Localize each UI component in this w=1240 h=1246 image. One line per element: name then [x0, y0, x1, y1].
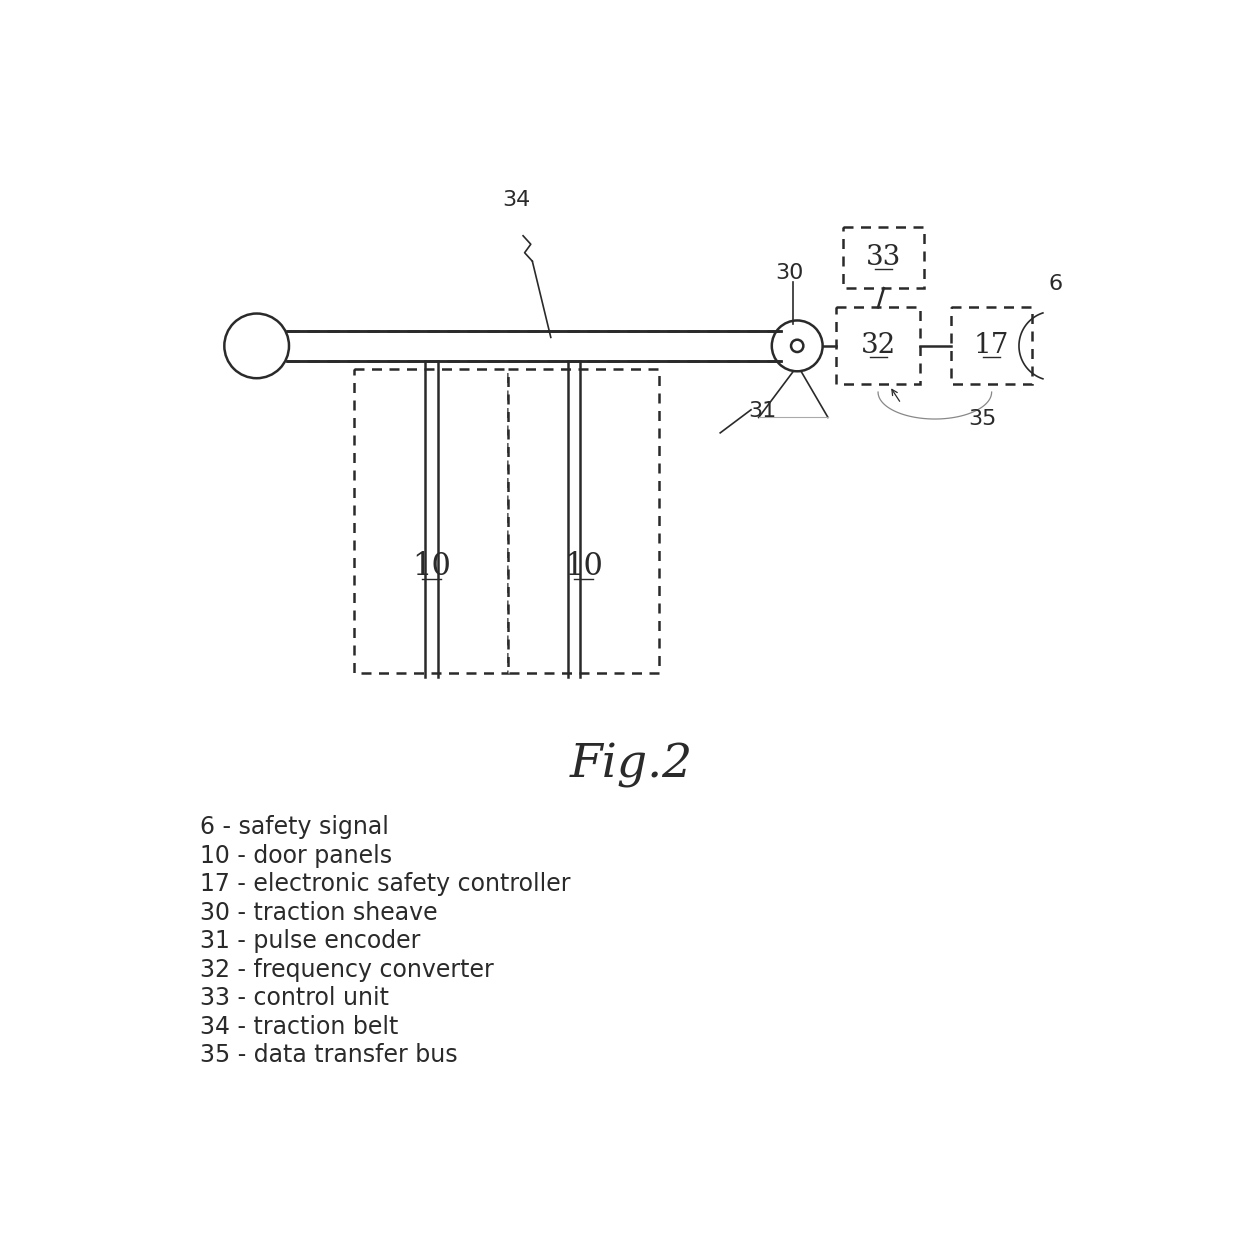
- Bar: [508, 369, 658, 673]
- Text: 30 - traction sheave: 30 - traction sheave: [201, 901, 438, 925]
- Text: 6 - safety signal: 6 - safety signal: [201, 815, 389, 839]
- Text: 34 - traction belt: 34 - traction belt: [201, 1014, 399, 1039]
- Text: 17: 17: [973, 333, 1009, 359]
- Text: 6: 6: [1048, 274, 1063, 294]
- Text: 35: 35: [967, 409, 996, 429]
- Text: Fig.2: Fig.2: [570, 743, 693, 789]
- Bar: [843, 227, 924, 288]
- Text: 32 - frequency converter: 32 - frequency converter: [201, 958, 495, 982]
- Text: 35 - data transfer bus: 35 - data transfer bus: [201, 1043, 458, 1067]
- Text: 17 - electronic safety controller: 17 - electronic safety controller: [201, 872, 570, 896]
- Circle shape: [771, 320, 822, 371]
- Text: 10: 10: [412, 551, 451, 582]
- Text: 10: 10: [564, 551, 603, 582]
- Text: 30: 30: [775, 263, 804, 283]
- Bar: [355, 369, 508, 673]
- Bar: [951, 308, 1032, 384]
- Circle shape: [224, 314, 289, 379]
- Text: 33: 33: [867, 244, 901, 270]
- Circle shape: [791, 340, 804, 353]
- Text: 31: 31: [749, 401, 776, 421]
- Bar: [836, 308, 920, 384]
- Text: 10 - door panels: 10 - door panels: [201, 844, 393, 867]
- Text: 32: 32: [861, 333, 895, 359]
- Text: 33 - control unit: 33 - control unit: [201, 986, 389, 1011]
- Text: 31 - pulse encoder: 31 - pulse encoder: [201, 930, 420, 953]
- Text: 34: 34: [502, 189, 531, 209]
